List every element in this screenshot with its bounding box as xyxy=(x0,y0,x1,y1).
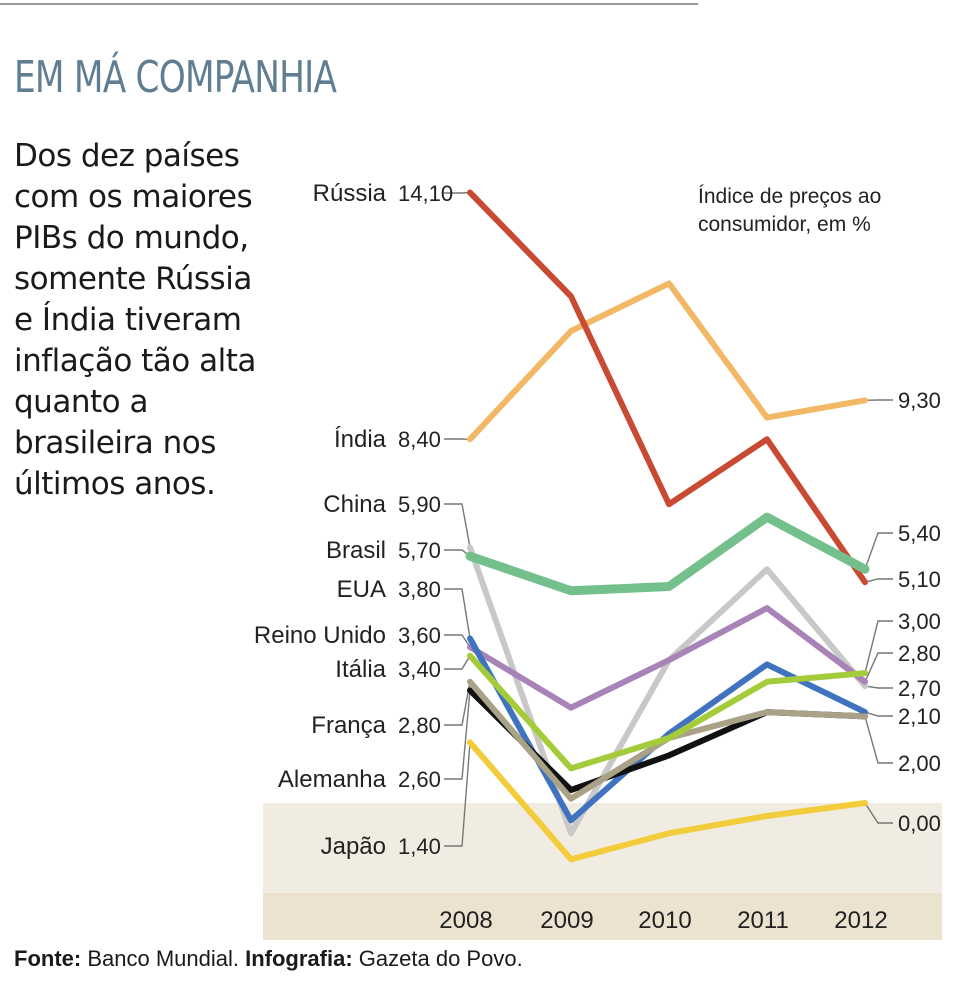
start-value-alemanha: 2,60 xyxy=(398,767,441,792)
end-leader xyxy=(864,716,893,764)
series-name-japao: Japão xyxy=(321,833,386,860)
inflation-line-chart: Índice de preços ao consumidor, em % Rús… xyxy=(254,180,942,940)
end-leader xyxy=(864,685,893,689)
start-leader-japao xyxy=(444,742,471,847)
series-name-alemanha: Alemanha xyxy=(278,766,387,793)
start-leader-reino-unido xyxy=(444,634,471,648)
source-line: Fonte: Banco Mundial. Infografia: Gazeta… xyxy=(14,946,523,972)
source-label: Fonte: xyxy=(14,946,82,971)
year-tick-2012: 2012 xyxy=(834,907,887,934)
end-leader xyxy=(864,711,893,717)
start-value-reino-unido: 3,60 xyxy=(398,623,441,648)
series-line-japao xyxy=(467,739,868,863)
start-leader-alemanha xyxy=(444,690,471,780)
start-value-japao: 1,40 xyxy=(398,834,441,859)
start-leader-china xyxy=(444,503,471,548)
end-value-label: 3,00 xyxy=(898,609,941,634)
source-value: Banco Mundial. xyxy=(87,946,239,971)
end-leader xyxy=(864,802,893,824)
end-value-label: 2,70 xyxy=(898,676,941,701)
intro-text: Dos dez países com os maiores PIBs do mu… xyxy=(14,138,256,502)
series-name-brasil: Brasil xyxy=(326,537,386,564)
year-tick-2010: 2010 xyxy=(638,907,691,934)
series-name-reino-unido: Reino Unido xyxy=(254,622,386,649)
series-line-russia xyxy=(467,189,868,586)
unit-label-line-2: consumidor, em % xyxy=(698,213,871,236)
start-value-russia: 14,10 xyxy=(398,181,453,206)
end-value-label: 2,10 xyxy=(898,704,941,729)
start-leader-franca xyxy=(444,681,471,726)
series-line-india xyxy=(467,280,868,443)
top-rule xyxy=(0,3,698,5)
end-value-label: 0,00 xyxy=(898,811,941,836)
series-name-italia: Itália xyxy=(335,656,386,683)
year-tick-2011: 2011 xyxy=(737,907,789,934)
year-tick-2009: 2009 xyxy=(540,907,593,934)
end-leader xyxy=(864,652,893,683)
series-line-brasil xyxy=(465,512,870,596)
end-value-label: 9,30 xyxy=(898,388,941,413)
credit-value: Gazeta do Povo. xyxy=(358,946,523,971)
end-value-label: 2,80 xyxy=(898,641,941,666)
series-name-eua: EUA xyxy=(337,576,386,603)
start-value-franca: 2,80 xyxy=(398,713,441,738)
end-leader xyxy=(864,620,893,674)
series-name-china: China xyxy=(323,491,386,518)
year-axis-band xyxy=(263,893,942,940)
start-value-india: 8,40 xyxy=(398,427,441,452)
series-name-franca: França xyxy=(311,712,386,739)
page-title: EM MÁ COMPANHIA xyxy=(14,52,337,103)
start-value-eua: 3,80 xyxy=(398,577,441,602)
end-value-label: 2,00 xyxy=(898,751,941,776)
start-leader-italia xyxy=(444,655,471,670)
end-value-label: 5,10 xyxy=(898,567,941,592)
unit-label-line-1: Índice de preços ao xyxy=(698,185,881,208)
series-name-russia: Rússia xyxy=(313,180,387,207)
series-name-india: Índia xyxy=(334,426,387,453)
year-tick-2008: 2008 xyxy=(439,907,492,934)
credit-label: Infografia: xyxy=(245,946,353,971)
series-line-italia xyxy=(467,652,868,772)
start-value-brasil: 5,70 xyxy=(398,538,441,563)
end-leader xyxy=(864,532,893,570)
start-value-italia: 3,40 xyxy=(398,657,441,682)
end-leader xyxy=(864,578,893,583)
start-leader-eua xyxy=(444,588,471,639)
end-value-label: 5,40 xyxy=(898,521,941,546)
start-value-china: 5,90 xyxy=(398,492,441,517)
series-line-reino-unido xyxy=(467,605,868,711)
